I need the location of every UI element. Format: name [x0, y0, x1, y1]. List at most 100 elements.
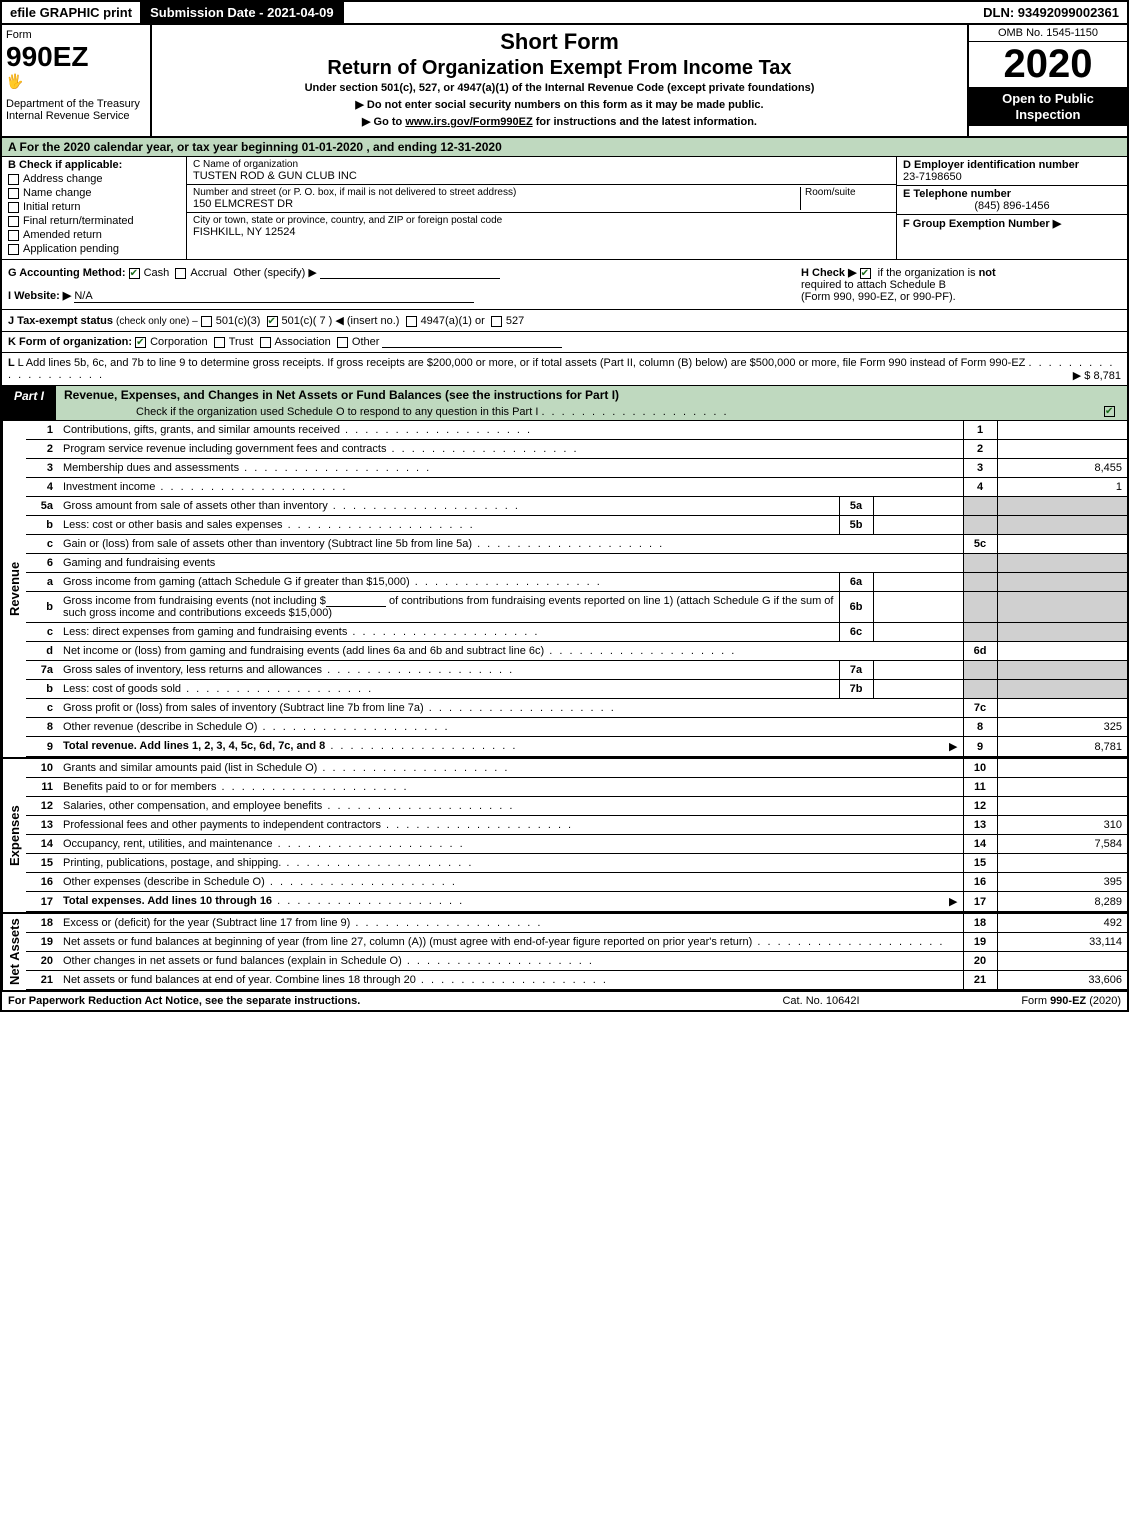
subtitle: Under section 501(c), 527, or 4947(a)(1)…	[158, 82, 961, 94]
line-amount	[997, 759, 1127, 778]
trust-checkbox[interactable]	[214, 337, 225, 348]
line-number: 19	[26, 933, 58, 952]
header-center: Short Form Return of Organization Exempt…	[152, 25, 967, 136]
address-change-checkbox[interactable]	[8, 174, 19, 185]
city-state-zip: FISHKILL, NY 12524	[193, 226, 890, 238]
inner-line-val	[873, 516, 963, 535]
cash-label: Cash	[144, 267, 170, 279]
h-text1: if the organization is	[878, 267, 979, 279]
line-amount	[997, 440, 1127, 459]
501c-checkbox[interactable]	[267, 316, 278, 327]
inner-line-val	[873, 623, 963, 642]
netassets-block: Net Assets 18 Excess or (deficit) for th…	[0, 914, 1129, 992]
line-row: 1 Contributions, gifts, grants, and simi…	[26, 421, 1127, 440]
line-desc: Total expenses. Add lines 10 through 16▶	[58, 892, 963, 912]
line-row: 6Gaming and fundraising events	[26, 554, 1127, 573]
part1-sub: Check if the organization used Schedule …	[136, 406, 538, 418]
short-form-title: Short Form	[158, 29, 961, 55]
4947-checkbox[interactable]	[406, 316, 417, 327]
col-d: D Employer identification number 23-7198…	[897, 157, 1127, 259]
line-number: 15	[26, 854, 58, 873]
name-change-checkbox[interactable]	[8, 188, 19, 199]
line-desc: Other revenue (describe in Schedule O)	[58, 718, 963, 737]
line-number: b	[26, 516, 58, 535]
line-number: 10	[26, 759, 58, 778]
line-amount: 1	[997, 478, 1127, 497]
line-index	[963, 573, 997, 592]
tel-value: (845) 896-1456	[903, 200, 1121, 212]
501c3-checkbox[interactable]	[201, 316, 212, 327]
line-index: 16	[963, 873, 997, 892]
line-row: 15 Printing, publications, postage, and …	[26, 854, 1127, 873]
line-row: b Less: cost of goods sold 7b	[26, 680, 1127, 699]
line-row: b Gross income from fundraising events (…	[26, 592, 1127, 623]
b-item-label: Name change	[23, 187, 92, 199]
line-row: 8 Other revenue (describe in Schedule O)…	[26, 718, 1127, 737]
line-index: 14	[963, 835, 997, 854]
line-desc: Membership dues and assessments	[58, 459, 963, 478]
line-index: 8	[963, 718, 997, 737]
527-checkbox[interactable]	[491, 316, 502, 327]
h-checkbox[interactable]	[860, 268, 871, 279]
other-org-input[interactable]	[382, 336, 562, 348]
line-index	[963, 497, 997, 516]
line-index: 4	[963, 478, 997, 497]
tel-label: E Telephone number	[903, 188, 1121, 200]
application-pending-checkbox[interactable]	[8, 244, 19, 255]
line-number: 9	[26, 737, 58, 757]
ein-label: D Employer identification number	[903, 159, 1121, 171]
line-index: 15	[963, 854, 997, 873]
line-desc: Net assets or fund balances at end of ye…	[58, 971, 963, 990]
initial-return-checkbox[interactable]	[8, 202, 19, 213]
b-item-label: Address change	[23, 173, 103, 185]
line-desc: Gross sales of inventory, less returns a…	[58, 661, 839, 680]
other-label: Other (specify) ▶	[233, 267, 317, 279]
line-index: 5c	[963, 535, 997, 554]
room-hint: Room/suite	[805, 187, 890, 198]
l-row: L L Add lines 5b, 6c, and 7b to line 9 t…	[0, 353, 1129, 386]
dln-label: DLN: 93492099002361	[975, 2, 1127, 23]
header-left: Form 990EZ 🖐 Department of the Treasury …	[2, 25, 152, 136]
line-row: 2 Program service revenue including gove…	[26, 440, 1127, 459]
line-amount: 7,584	[997, 835, 1127, 854]
line-row: 13 Professional fees and other payments …	[26, 816, 1127, 835]
org-name: TUSTEN ROD & GUN CLUB INC	[193, 170, 890, 182]
corporation-checkbox[interactable]	[135, 337, 146, 348]
efile-label[interactable]: efile GRAPHIC print	[2, 2, 140, 23]
inner-line-num: 6a	[839, 573, 873, 592]
cash-checkbox[interactable]	[129, 268, 140, 279]
line-desc: Gain or (loss) from sale of assets other…	[58, 535, 963, 554]
line-number: 12	[26, 797, 58, 816]
part1-title: Revenue, Expenses, and Changes in Net As…	[56, 386, 1127, 404]
final-return-checkbox[interactable]	[8, 216, 19, 227]
association-checkbox[interactable]	[260, 337, 271, 348]
g-h-row: G Accounting Method: Cash Accrual Other …	[0, 260, 1129, 310]
line-desc: Grants and similar amounts paid (list in…	[58, 759, 963, 778]
line-row: d Net income or (loss) from gaming and f…	[26, 642, 1127, 661]
j-label: J Tax-exempt status	[8, 315, 113, 327]
submission-date-button[interactable]: Submission Date - 2021-04-09	[140, 2, 344, 23]
schedule-o-checkbox[interactable]	[1104, 406, 1115, 417]
other-org-checkbox[interactable]	[337, 337, 348, 348]
h-text2: required to attach Schedule B	[801, 279, 946, 291]
line-amount: 325	[997, 718, 1127, 737]
line-desc: Printing, publications, postage, and shi…	[58, 854, 963, 873]
accrual-checkbox[interactable]	[175, 268, 186, 279]
h-text3: (Form 990, 990-EZ, or 990-PF).	[801, 291, 956, 303]
j-hint: (check only one) –	[116, 316, 198, 327]
line-amount	[997, 497, 1127, 516]
form-number: 990EZ	[6, 41, 146, 73]
line-number: 5a	[26, 497, 58, 516]
line-desc: Other changes in net assets or fund bala…	[58, 952, 963, 971]
line-amount	[997, 854, 1127, 873]
k-opt-label: Corporation	[150, 336, 207, 348]
org-name-hint: C Name of organization	[193, 159, 890, 170]
line-row: 12 Salaries, other compensation, and emp…	[26, 797, 1127, 816]
top-bar: efile GRAPHIC print Submission Date - 20…	[0, 0, 1129, 25]
line-index: 12	[963, 797, 997, 816]
amended-return-checkbox[interactable]	[8, 230, 19, 241]
other-specify-input[interactable]	[320, 267, 500, 279]
irs-link[interactable]: www.irs.gov/Form990EZ	[405, 116, 532, 128]
open-to-public-box: Open to Public Inspection	[969, 87, 1127, 126]
line-number: 13	[26, 816, 58, 835]
